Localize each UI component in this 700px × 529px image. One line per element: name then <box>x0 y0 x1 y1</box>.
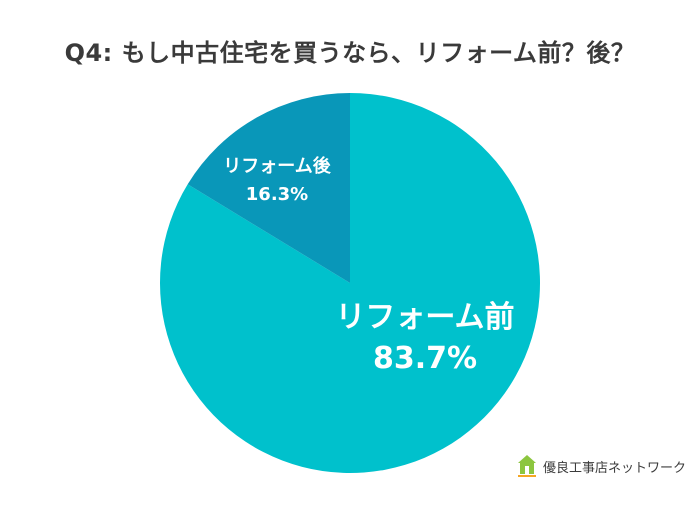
slice-value-before: 83.7% <box>373 341 477 376</box>
slice-value-after: 16.3% <box>246 184 308 205</box>
brand-logo-text: 優良工事店ネットワーク <box>543 460 687 476</box>
brand-logo: 優良工事店ネットワーク <box>517 452 687 480</box>
slice-label-before: リフォーム前 <box>335 300 514 335</box>
slice-label-after: リフォーム後 <box>223 155 331 177</box>
house-logo-icon <box>517 454 537 478</box>
chart-title: Q4: もし中古住宅を買うなら、リフォーム前？後？ <box>64 39 636 67</box>
pie-slice-after <box>187 93 350 283</box>
